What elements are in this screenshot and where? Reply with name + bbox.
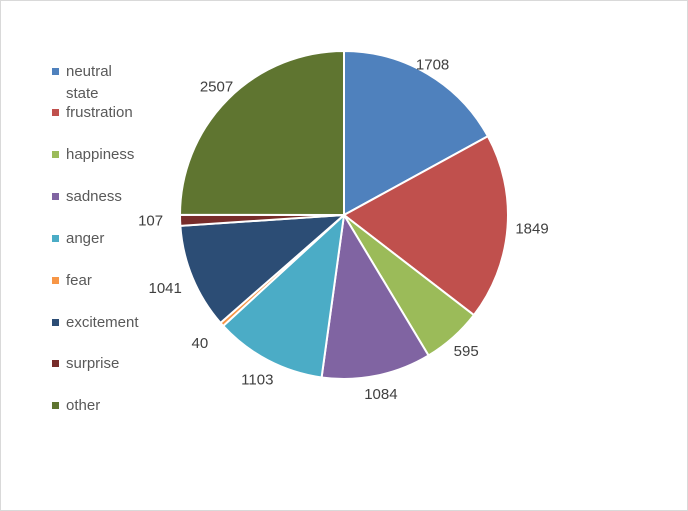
data-label-surprise: 107: [138, 212, 163, 229]
legend-swatch-happiness: [52, 151, 59, 158]
legend-swatch-fear: [52, 277, 59, 284]
pie-slice-anger: [221, 212, 346, 379]
pie-slice-sadness: [320, 212, 430, 380]
data-label-happiness: 595: [454, 343, 479, 360]
legend-label-anger: anger: [66, 230, 104, 247]
pie-slice-frustration: [342, 134, 509, 317]
data-label-excitement: 1041: [149, 280, 182, 297]
data-label-other: 2507: [200, 78, 233, 95]
data-label-sadness: 1084: [364, 386, 397, 403]
pie-slice-neutral-state: [343, 49, 490, 217]
legend: neutral state frustration happiness sadness a…: [52, 63, 139, 414]
data-label-neutral-state: 1708: [416, 56, 449, 73]
legend-label-sadness: sadness: [66, 188, 122, 205]
pie-slice-other: [178, 49, 345, 217]
legend-swatch-other: [52, 402, 59, 409]
legend-swatch-sadness: [52, 193, 59, 200]
legend-swatch-anger: [52, 235, 59, 242]
legend-label-surprise: surprise: [66, 355, 119, 372]
legend-label-fear: fear: [66, 272, 92, 289]
legend-label-happiness: happiness: [66, 146, 134, 163]
pie-slice-excitement: [179, 213, 347, 325]
data-label-anger: 1103: [241, 372, 273, 389]
legend-label-frustration: frustration: [66, 104, 133, 121]
legend-label-neutral-state: neutral state: [66, 63, 112, 102]
legend-label-other: other: [66, 397, 100, 414]
legend-swatch-excitement: [52, 319, 59, 326]
data-label-fear: 40: [192, 335, 209, 352]
data-label-frustration: 1849: [515, 221, 548, 238]
legend-label-excitement: excitement: [66, 314, 139, 331]
data-labels: 1708 1849 595 1084 1103 40 1041 107 2507: [138, 56, 549, 403]
pie-slices: [178, 49, 509, 380]
legend-swatch-frustration: [52, 109, 59, 116]
legend-swatch-surprise: [52, 360, 59, 367]
legend-swatch-neutral-state: [52, 68, 59, 75]
